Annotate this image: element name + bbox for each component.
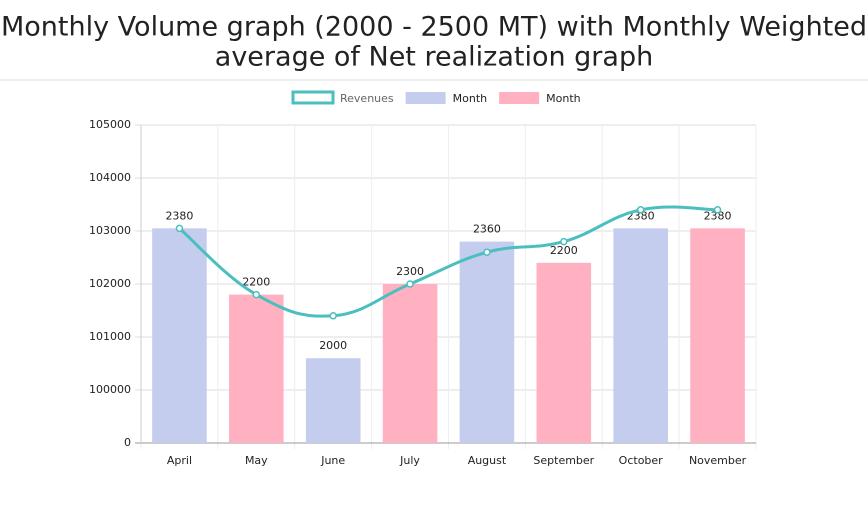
bar bbox=[382, 284, 438, 443]
line-point bbox=[483, 248, 491, 256]
chart-title: Monthly Volume graph (2000 - 2500 MT) wi… bbox=[1, 12, 867, 43]
bar-label: 2300 bbox=[396, 265, 424, 278]
chart-subtitle: average of Net realization graph bbox=[215, 42, 653, 73]
x-tick-label: November bbox=[689, 454, 747, 467]
line-point bbox=[560, 237, 568, 246]
bar-label: 2360 bbox=[473, 223, 501, 236]
legend-label: Month bbox=[453, 92, 488, 105]
x-tick-label: October bbox=[619, 454, 663, 467]
x-tick-label: May bbox=[245, 454, 268, 467]
bar-label: 2380 bbox=[704, 209, 732, 222]
bar bbox=[305, 358, 361, 443]
y-tick-label: 105000 bbox=[89, 118, 131, 131]
bar bbox=[536, 262, 592, 443]
y-tick-label: 101000 bbox=[89, 330, 131, 343]
bar-label: 2200 bbox=[242, 276, 270, 289]
x-tick-label: August bbox=[468, 454, 507, 467]
x-tick-label: April bbox=[167, 454, 192, 467]
bar bbox=[152, 228, 207, 443]
y-tick-label: 103000 bbox=[89, 224, 131, 237]
x-tick-label: July bbox=[399, 454, 420, 467]
legend-swatch bbox=[291, 90, 335, 105]
bar bbox=[613, 228, 668, 443]
y-tick-label: 102000 bbox=[89, 277, 131, 290]
legend-swatch bbox=[405, 92, 446, 104]
x-tick-label: September bbox=[533, 454, 594, 467]
line-point bbox=[252, 290, 261, 299]
x-tick-label: June bbox=[320, 454, 345, 467]
legend-label: Revenues bbox=[340, 92, 394, 105]
bar-label: 2000 bbox=[319, 339, 347, 352]
line-point bbox=[406, 280, 414, 288]
line-point bbox=[636, 206, 645, 214]
legend-swatch bbox=[499, 92, 540, 104]
line-point bbox=[175, 224, 184, 233]
legend-label: Month bbox=[546, 92, 581, 105]
y-tick-label: 104000 bbox=[89, 171, 131, 184]
bar-label: 2380 bbox=[165, 209, 193, 222]
y-tick-label: 100000 bbox=[89, 383, 131, 396]
line-point bbox=[329, 312, 337, 320]
bar bbox=[229, 294, 284, 443]
y-tick-label: 0 bbox=[124, 436, 131, 449]
bar bbox=[459, 241, 515, 443]
bar bbox=[690, 228, 745, 443]
bar-label: 2200 bbox=[550, 244, 578, 257]
line-point bbox=[713, 206, 722, 214]
